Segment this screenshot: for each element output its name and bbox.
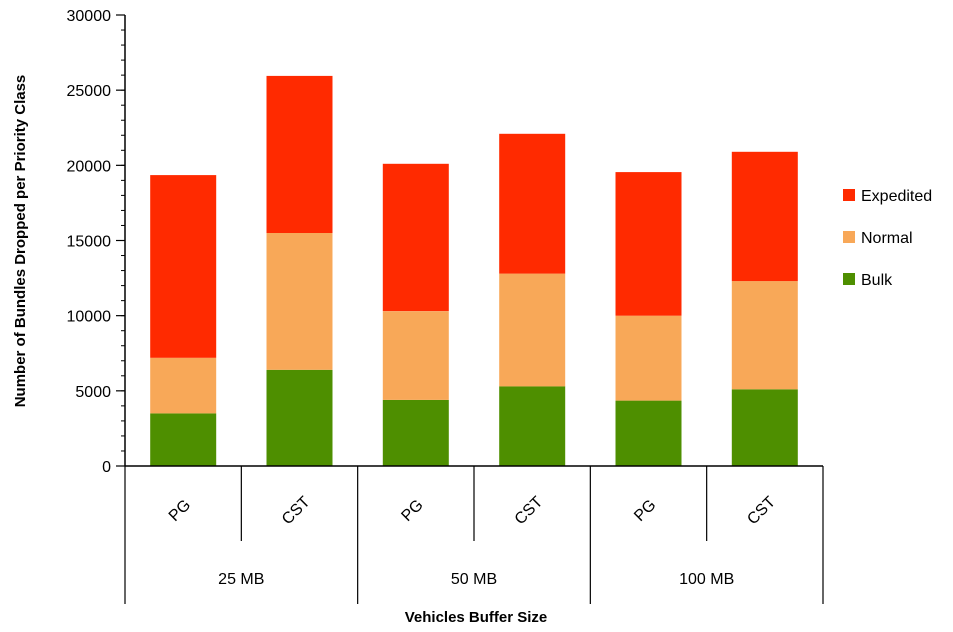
bar-bulk-1 [266,369,333,466]
y-tick-label: 20000 [67,158,112,175]
bar-expedited-2 [382,163,449,312]
legend-label-bulk: Bulk [861,272,893,289]
bar-bulk-5 [731,389,798,466]
bar-expedited-0 [150,175,217,358]
x-tick-label: CST [512,493,547,528]
y-tick-label: 0 [102,459,111,476]
bar-normal-1 [266,233,333,370]
bar-normal-0 [150,357,217,414]
bar-normal-2 [382,311,449,400]
x-tick-label: CST [279,493,314,528]
bar-bulk-2 [382,399,449,466]
bar-bulk-0 [150,413,217,466]
y-axis-title: Number of Bundles Dropped per Priority C… [12,75,29,408]
x-tick-label: CST [744,493,779,528]
y-tick-label: 10000 [67,309,112,326]
bar-bulk-4 [615,400,682,466]
plot-area [150,75,798,466]
legend-swatch-normal [843,231,855,243]
legend-swatch-expedited [843,189,855,201]
bar-expedited-4 [615,172,682,316]
x-tick-label: PG [631,497,659,525]
bar-normal-5 [731,281,798,390]
group-label: 50 MB [451,571,497,588]
y-tick-label: 15000 [67,234,112,251]
y-tick-label: 30000 [67,8,112,25]
bar-expedited-5 [731,151,798,282]
legend-swatch-bulk [843,273,855,285]
y-tick-label: 25000 [67,83,112,100]
group-label: 25 MB [218,571,264,588]
legend-label-expedited: Expedited [861,188,932,205]
x-tick-label: PG [398,497,426,525]
bar-expedited-3 [499,133,566,274]
bar-bulk-3 [499,386,566,466]
y-axis: 0 5000 10000 15000 20000 25000 30000 [67,8,126,476]
bar-expedited-1 [266,75,333,234]
legend-label-normal: Normal [861,230,913,247]
bar-normal-3 [499,273,566,387]
x-tick-label: PG [166,497,194,525]
x-axis-title: Vehicles Buffer Size [405,609,548,626]
x-axis: PG CST PG CST PG CST 25 MB 50 MB 100 MB [124,465,824,604]
group-label: 100 MB [679,571,734,588]
legend: Expedited Normal Bulk [843,188,932,289]
bar-normal-4 [615,315,682,401]
y-tick-label: 5000 [75,384,111,401]
